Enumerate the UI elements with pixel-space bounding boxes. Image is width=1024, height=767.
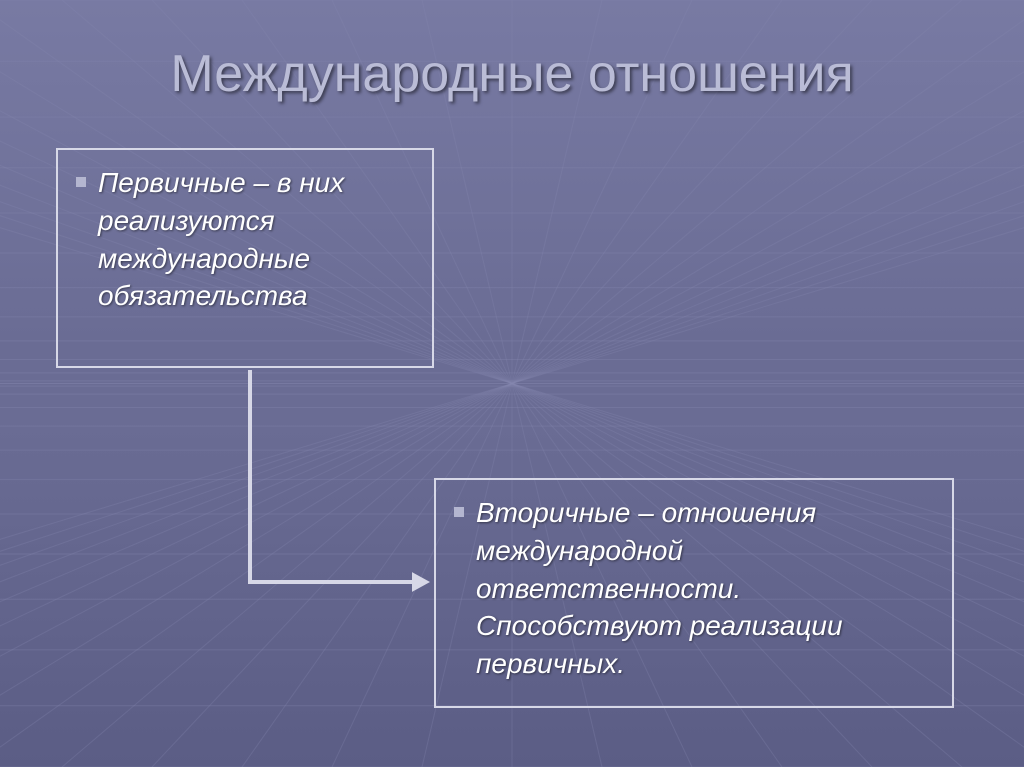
primary-relations-box: Первичные – в них реализуются международ… bbox=[56, 148, 434, 368]
primary-relations-text: Первичные – в них реализуются международ… bbox=[98, 167, 344, 311]
bullet-icon bbox=[454, 507, 464, 517]
slide-title: Международные отношения bbox=[0, 44, 1024, 104]
connector-arrow bbox=[228, 348, 452, 604]
secondary-relations-text: Вторичные – отношения международной отве… bbox=[476, 497, 843, 679]
secondary-relations-box: Вторичные – отношения международной отве… bbox=[434, 478, 954, 708]
bullet-icon bbox=[76, 177, 86, 187]
